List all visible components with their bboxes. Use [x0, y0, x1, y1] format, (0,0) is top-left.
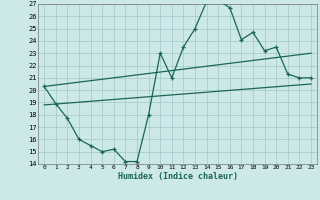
- X-axis label: Humidex (Indice chaleur): Humidex (Indice chaleur): [118, 172, 238, 181]
